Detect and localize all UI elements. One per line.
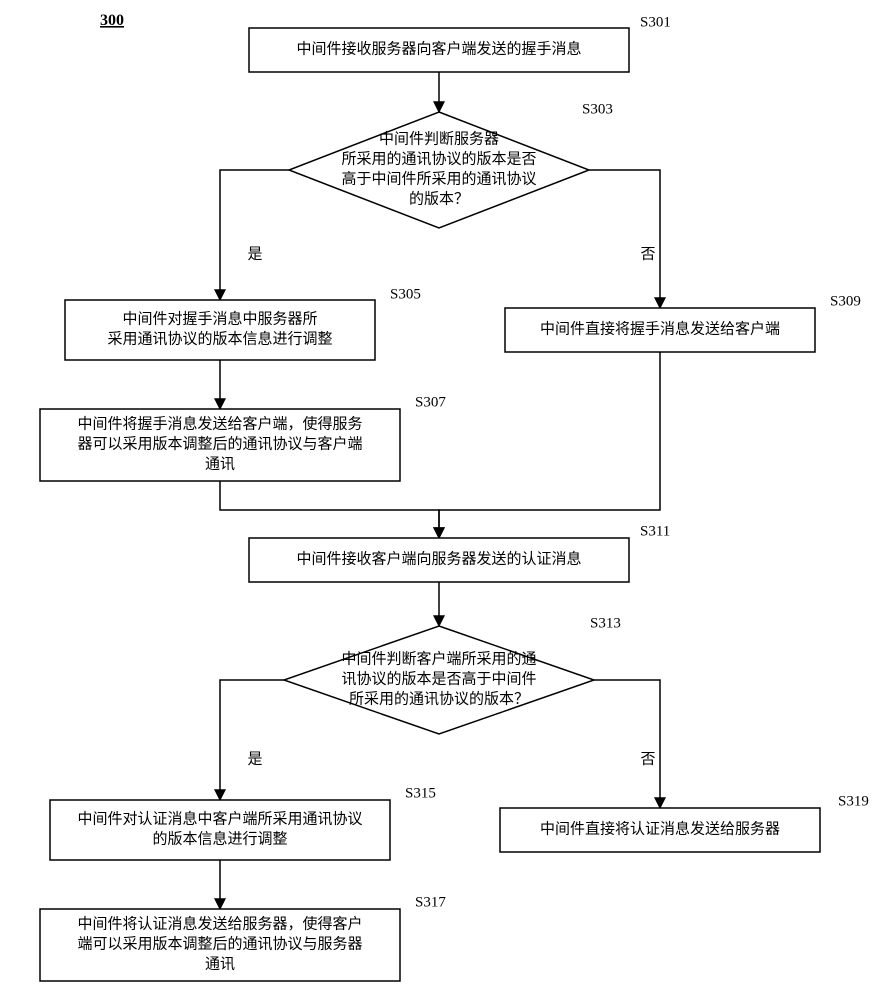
node-text-S315-line1: 的版本信息进行调整 bbox=[152, 830, 287, 847]
step-label-S301: S301 bbox=[640, 14, 671, 30]
node-S315: 中间件对认证消息中客户端所采用通讯协议的版本信息进行调整 bbox=[50, 800, 390, 860]
node-text-S317-line0: 中间件将认证消息发送给服务器，使得客户 bbox=[77, 915, 362, 932]
node-text-S313-line0: 中间件判断客户端所采用的通 bbox=[341, 650, 536, 667]
node-text-S303-line0: 中间件判断服务器 bbox=[379, 130, 499, 147]
step-label-S307: S307 bbox=[415, 394, 446, 410]
step-label-S303: S303 bbox=[582, 101, 613, 117]
edge-S313-S319 bbox=[594, 680, 660, 808]
step-label-S309: S309 bbox=[830, 293, 861, 309]
edge-S309-S311 bbox=[439, 352, 660, 538]
nodes-layer: 中间件接收服务器向客户端发送的握手消息中间件判断服务器所采用的通讯协议的版本是否… bbox=[40, 28, 820, 981]
flowchart-canvas: 300 是否是否 中间件接收服务器向客户端发送的握手消息中间件判断服务器所采用的… bbox=[0, 0, 879, 1000]
node-text-S313-line2: 所采用的通讯协议的版本？ bbox=[349, 690, 529, 707]
node-text-S307-line2: 通讯 bbox=[205, 455, 235, 472]
edge-label-S303-S309: 否 bbox=[640, 246, 655, 262]
step-label-S311: S311 bbox=[640, 523, 670, 539]
edge-S303-S305 bbox=[220, 170, 289, 300]
step-label-S305: S305 bbox=[390, 286, 421, 302]
node-S309: 中间件直接将握手消息发送给客户端 bbox=[505, 308, 815, 352]
node-text-S303-line1: 所采用的通讯协议的版本是否 bbox=[341, 150, 536, 167]
edge-label-S313-S319: 否 bbox=[640, 751, 655, 767]
node-S313: 中间件判断客户端所采用的通讯协议的版本是否高于中间件所采用的通讯协议的版本？ bbox=[284, 626, 594, 734]
node-text-S311-line0: 中间件接收客户端向服务器发送的认证消息 bbox=[296, 550, 581, 567]
node-text-S305-line1: 采用通讯协议的版本信息进行调整 bbox=[107, 330, 332, 347]
node-text-S307-line1: 器可以采用版本调整后的通讯协议与客户端 bbox=[77, 435, 362, 452]
step-label-S317: S317 bbox=[415, 894, 446, 910]
node-text-S315-line0: 中间件对认证消息中客户端所采用通讯协议 bbox=[77, 810, 362, 827]
edge-S307-S311 bbox=[220, 481, 439, 538]
node-text-S303-line2: 高于中间件所采用的通讯协议 bbox=[341, 170, 536, 187]
node-S317: 中间件将认证消息发送给服务器，使得客户端可以采用版本调整后的通讯协议与服务器通讯 bbox=[40, 909, 400, 981]
edge-S313-S315 bbox=[220, 680, 284, 800]
node-S307: 中间件将握手消息发送给客户端，使得服务器可以采用版本调整后的通讯协议与客户端通讯 bbox=[40, 409, 400, 481]
node-text-S317-line2: 通讯 bbox=[205, 955, 235, 972]
edge-S303-S309 bbox=[589, 170, 660, 308]
node-S305: 中间件对握手消息中服务器所采用通讯协议的版本信息进行调整 bbox=[65, 300, 375, 360]
node-text-S319-line0: 中间件直接将认证消息发送给服务器 bbox=[540, 820, 780, 837]
node-text-S313-line1: 讯协议的版本是否高于中间件 bbox=[341, 670, 536, 687]
node-S301: 中间件接收服务器向客户端发送的握手消息 bbox=[249, 28, 629, 72]
step-label-S313: S313 bbox=[590, 615, 621, 631]
node-S311: 中间件接收客户端向服务器发送的认证消息 bbox=[249, 538, 629, 582]
step-label-S319: S319 bbox=[838, 793, 869, 809]
node-text-S317-line1: 端可以采用版本调整后的通讯协议与服务器 bbox=[77, 935, 362, 952]
node-text-S307-line0: 中间件将握手消息发送给客户端，使得服务 bbox=[77, 415, 362, 432]
node-text-S303-line3: 的版本？ bbox=[409, 190, 469, 207]
edge-label-S303-S305: 是 bbox=[247, 246, 262, 262]
edge-label-S313-S315: 是 bbox=[247, 751, 262, 767]
node-text-S305-line0: 中间件对握手消息中服务器所 bbox=[122, 310, 317, 327]
node-S319: 中间件直接将认证消息发送给服务器 bbox=[500, 808, 820, 852]
node-text-S309-line0: 中间件直接将握手消息发送给客户端 bbox=[540, 320, 780, 337]
step-label-S315: S315 bbox=[405, 785, 436, 801]
node-text-S301-line0: 中间件接收服务器向客户端发送的握手消息 bbox=[296, 40, 581, 57]
node-S303: 中间件判断服务器所采用的通讯协议的版本是否高于中间件所采用的通讯协议的版本？ bbox=[289, 112, 589, 228]
diagram-title: 300 bbox=[100, 12, 124, 29]
